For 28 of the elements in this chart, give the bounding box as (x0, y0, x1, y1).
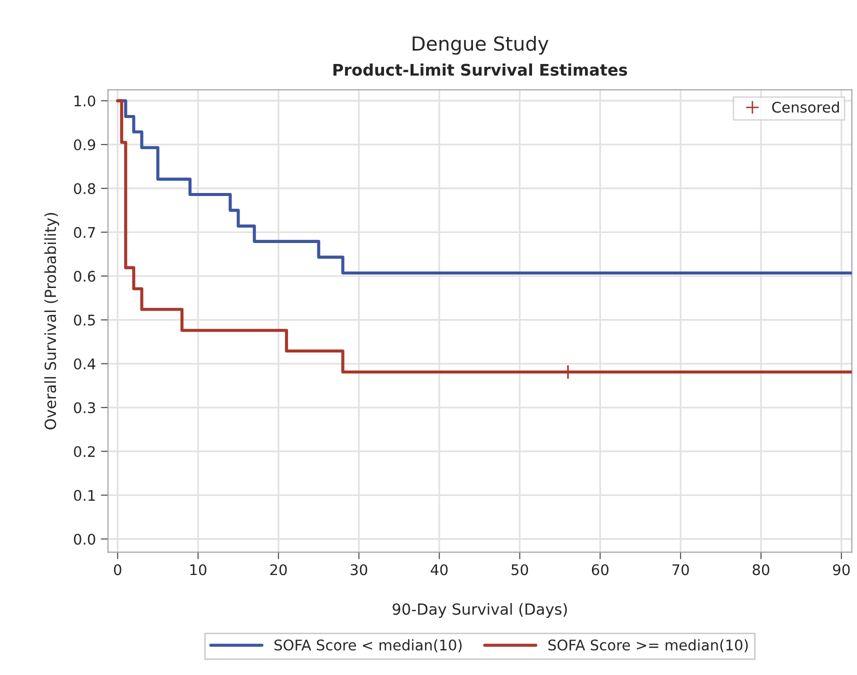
y-tick-label: 1.0 (74, 95, 96, 106)
legend-label: SOFA Score >= median(10) (548, 639, 748, 652)
x-tick-label: 50 (512, 564, 528, 576)
y-tick-label: 0.9 (74, 139, 96, 150)
x-axis-title: 90-Day Survival (Days) (392, 603, 567, 618)
y-tick-label: 0.3 (74, 402, 96, 414)
x-tick-label: 90 (833, 564, 850, 576)
x-tick-label: 30 (350, 564, 368, 576)
x-tick-label: 80 (752, 564, 770, 576)
y-tick-label: 0.0 (74, 534, 96, 545)
x-tick-label: 0 (114, 564, 122, 576)
x-tick-label: 60 (592, 564, 608, 576)
y-tick-label: 0.2 (74, 446, 95, 458)
y-tick-label: 0.8 (74, 183, 96, 194)
y-tick-label: 0.1 (74, 490, 95, 501)
y-tick-label: 0.6 (74, 270, 96, 282)
y-tick-label: 0.5 (74, 314, 95, 326)
legend-label: Censored (772, 101, 839, 113)
chart-subtitle: Product-Limit Survival Estimates (333, 63, 628, 76)
x-tick-label: 70 (672, 564, 689, 576)
x-tick-label: 10 (190, 564, 206, 576)
chart-title: Dengue Study (412, 36, 548, 55)
y-tick-label: 0.7 (74, 226, 95, 238)
x-tick-label: 40 (430, 564, 448, 576)
y-tick-label: 0.4 (74, 358, 96, 370)
legend-label: SOFA Score < median(10) (274, 639, 462, 652)
y-axis-title: Overall Survival (Probability) (44, 212, 60, 430)
x-tick-label: 20 (270, 564, 287, 576)
